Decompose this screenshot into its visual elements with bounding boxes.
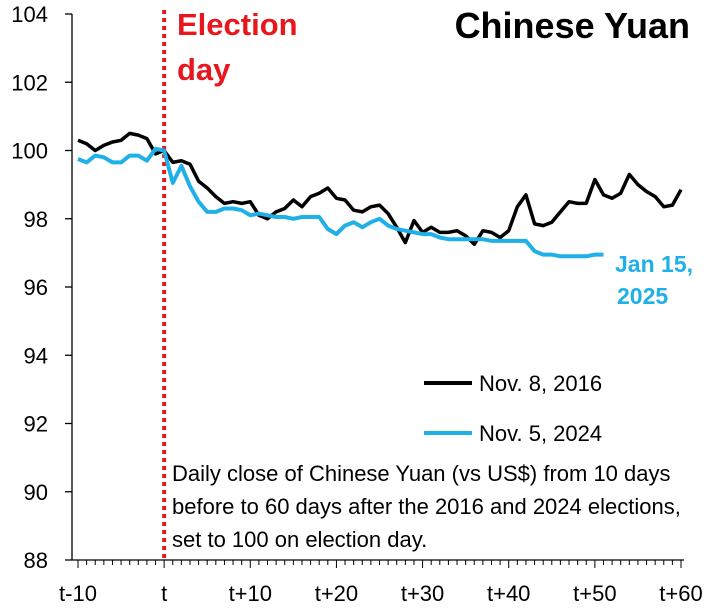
x-tick-label-40: t+40 (487, 581, 530, 606)
legend: Nov. 8, 2016 Nov. 5, 2024 (424, 371, 602, 446)
x-tick-label--10: t-10 (59, 581, 97, 606)
legend-label-2024: Nov. 5, 2024 (479, 421, 602, 446)
election-day-label-2: day (177, 52, 231, 87)
chart-note: Daily close of Chinese Yuan (vs US$) fro… (172, 461, 681, 552)
y-tick-label-104: 104 (11, 2, 48, 27)
y-tick-label-88: 88 (24, 548, 48, 573)
series-line-2016 (77, 131, 683, 247)
end-label-year: 2025 (617, 283, 668, 309)
x-axis-ticks (77, 560, 682, 568)
y-tick-label-92: 92 (24, 412, 48, 437)
election-day-label: Election (177, 7, 298, 42)
y-axis-ticks (65, 13, 72, 561)
x-tick-label-60: t+60 (659, 581, 702, 606)
y-tick-labels: 88 90 92 94 96 98 100 102 104 (11, 2, 48, 573)
x-tick-label-20: t+20 (315, 581, 358, 606)
y-tick-label-102: 102 (11, 70, 48, 95)
y-tick-label-90: 90 (24, 480, 48, 505)
x-tick-label-30: t+30 (401, 581, 444, 606)
y-tick-label-94: 94 (24, 343, 48, 368)
series-line-2024 (77, 146, 604, 259)
chart-title: Chinese Yuan (455, 5, 690, 46)
y-tick-label-100: 100 (11, 139, 48, 164)
x-tick-labels: t-10 t t+10 t+20 t+30 t+40 t+50 t+60 (59, 581, 703, 606)
x-tick-label-10: t+10 (229, 581, 272, 606)
y-tick-label-96: 96 (24, 275, 48, 300)
end-label-date: Jan 15, (615, 251, 693, 277)
legend-label-2016: Nov. 8, 2016 (479, 371, 602, 396)
y-tick-label-98: 98 (24, 207, 48, 232)
x-tick-label-0: t (161, 581, 167, 606)
x-tick-label-50: t+50 (573, 581, 616, 606)
